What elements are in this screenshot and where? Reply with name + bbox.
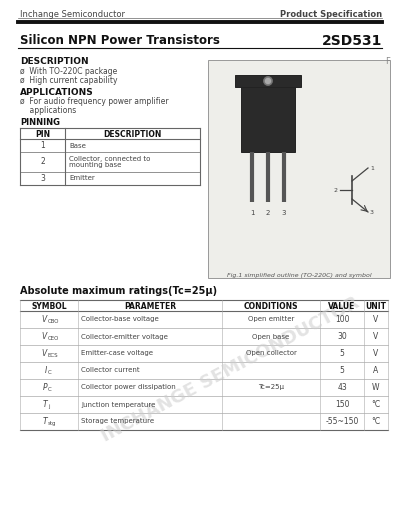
Bar: [208, 60, 390, 278]
Text: CEO: CEO: [48, 336, 59, 341]
Text: 30: 30: [337, 332, 347, 341]
Text: V: V: [42, 349, 47, 358]
Text: UNIT: UNIT: [366, 302, 386, 311]
Text: V: V: [42, 332, 47, 341]
Text: Open base: Open base: [252, 334, 290, 339]
Text: 3: 3: [40, 174, 45, 183]
Text: CONDITIONS: CONDITIONS: [244, 302, 298, 311]
Text: I: I: [45, 366, 47, 375]
Text: Tc=25μ: Tc=25μ: [258, 384, 284, 391]
Text: ø  With TO-220C package: ø With TO-220C package: [20, 67, 117, 76]
Text: 43: 43: [337, 383, 347, 392]
Text: Absolute maximum ratings(Tc=25μ): Absolute maximum ratings(Tc=25μ): [20, 286, 217, 296]
Text: V: V: [373, 349, 379, 358]
Text: CBO: CBO: [48, 319, 60, 324]
Text: 5: 5: [340, 366, 344, 375]
Text: 3: 3: [282, 210, 286, 216]
Text: Emitter: Emitter: [69, 176, 95, 181]
Text: 2: 2: [334, 188, 338, 193]
Text: mounting base: mounting base: [69, 163, 121, 168]
Text: Storage temperature: Storage temperature: [81, 419, 154, 424]
Text: Open collector: Open collector: [246, 351, 296, 356]
Text: INCHANGE SEMICONDUCTOR: INCHANGE SEMICONDUCTOR: [98, 294, 362, 446]
Text: 150: 150: [335, 400, 349, 409]
Text: 100: 100: [335, 315, 349, 324]
Text: Base: Base: [69, 142, 86, 149]
Text: Collector-emitter voltage: Collector-emitter voltage: [81, 334, 168, 339]
Text: 1: 1: [250, 210, 254, 216]
Text: 2: 2: [266, 210, 270, 216]
Text: T: T: [42, 417, 47, 426]
Text: Open emitter: Open emitter: [248, 316, 294, 323]
Text: 1: 1: [370, 165, 374, 170]
Text: VALUE: VALUE: [328, 302, 356, 311]
Text: ø  For audio frequency power amplifier: ø For audio frequency power amplifier: [20, 97, 169, 106]
Bar: [241, 87, 295, 152]
Text: 2SD531: 2SD531: [322, 34, 382, 48]
Text: C: C: [48, 387, 52, 392]
Text: Junction temperature: Junction temperature: [81, 401, 155, 408]
Text: DESCRIPTION: DESCRIPTION: [103, 130, 162, 139]
Text: DESCRIPTION: DESCRIPTION: [20, 57, 89, 66]
Text: Collector power dissipation: Collector power dissipation: [81, 384, 176, 391]
Text: PINNING: PINNING: [20, 118, 60, 127]
Text: W: W: [372, 383, 380, 392]
Text: 5: 5: [340, 349, 344, 358]
Text: T: T: [42, 400, 47, 409]
Text: stg: stg: [48, 421, 56, 426]
Text: 1: 1: [40, 141, 45, 150]
Text: SYMBOL: SYMBOL: [31, 302, 67, 311]
Text: -55~150: -55~150: [325, 417, 359, 426]
Text: °C: °C: [372, 417, 380, 426]
Text: ECS: ECS: [48, 353, 59, 358]
Text: °C: °C: [372, 400, 380, 409]
Text: P: P: [42, 383, 47, 392]
Text: Product Specification: Product Specification: [280, 10, 382, 19]
Text: V: V: [373, 315, 379, 324]
Text: Fig.1 simplified outline (TO-220C) and symbol: Fig.1 simplified outline (TO-220C) and s…: [227, 273, 371, 278]
Text: F: F: [385, 57, 390, 66]
Text: Collector current: Collector current: [81, 367, 140, 373]
Text: APPLICATIONS: APPLICATIONS: [20, 88, 94, 97]
Text: PIN: PIN: [35, 130, 50, 139]
Text: 3: 3: [370, 209, 374, 214]
Text: Inchange Semiconductor: Inchange Semiconductor: [20, 10, 125, 19]
Bar: [235, 75, 301, 87]
Text: PARAMETER: PARAMETER: [124, 302, 176, 311]
Text: ø  High current capability: ø High current capability: [20, 76, 118, 85]
Text: Silicon NPN Power Transistors: Silicon NPN Power Transistors: [20, 34, 220, 47]
Text: Collector-base voltage: Collector-base voltage: [81, 316, 159, 323]
Text: V: V: [373, 332, 379, 341]
Text: Collector, connected to: Collector, connected to: [69, 155, 150, 162]
Circle shape: [264, 77, 272, 85]
Circle shape: [266, 79, 270, 83]
Text: A: A: [373, 366, 379, 375]
Text: V: V: [42, 315, 47, 324]
Text: j: j: [48, 404, 50, 409]
Text: 2: 2: [40, 157, 45, 166]
Text: applications: applications: [20, 106, 76, 115]
Text: Emitter-case voltage: Emitter-case voltage: [81, 351, 153, 356]
Text: C: C: [48, 370, 52, 375]
